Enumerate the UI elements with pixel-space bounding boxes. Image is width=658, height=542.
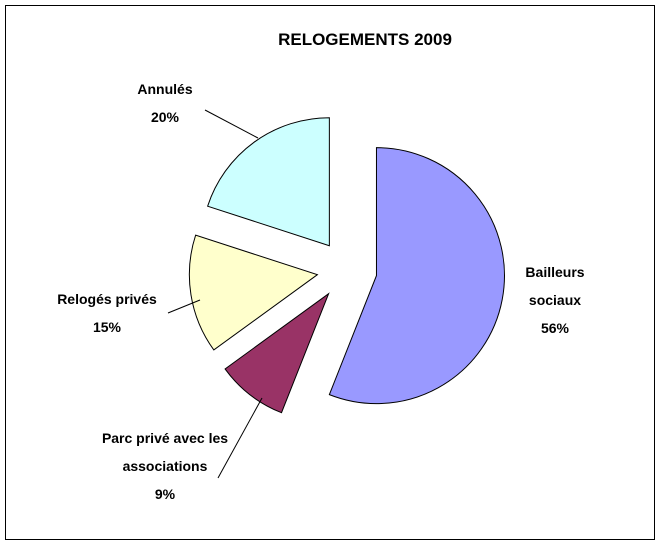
slice-label: Annulés 20% (115, 75, 215, 131)
category-label: Relogés privés (57, 291, 157, 307)
pie-slice (188, 234, 319, 351)
chart-border (5, 5, 655, 540)
category-label: Bailleurs sociaux (525, 264, 585, 308)
value-label: 15% (92, 319, 122, 335)
leader-line (167, 299, 201, 314)
value-label: 20% (150, 109, 180, 125)
slice-label: Relogés privés 15% (27, 285, 187, 341)
slice-label: Bailleurs sociaux 56% (510, 258, 600, 342)
chart-title: RELOGEMENTS 2009 (278, 30, 452, 49)
leader-line (217, 397, 263, 479)
category-label: Parc privé avec les associations (101, 430, 229, 474)
value-label: 9% (154, 486, 176, 502)
slice-label: Parc privé avec les associations 9% (100, 424, 230, 508)
leader-line (204, 109, 259, 139)
pie-slice (224, 292, 330, 414)
pie-slice (328, 147, 505, 405)
category-label: Annulés (137, 81, 193, 97)
pie-slice (207, 117, 330, 247)
value-label: 56% (540, 320, 570, 336)
